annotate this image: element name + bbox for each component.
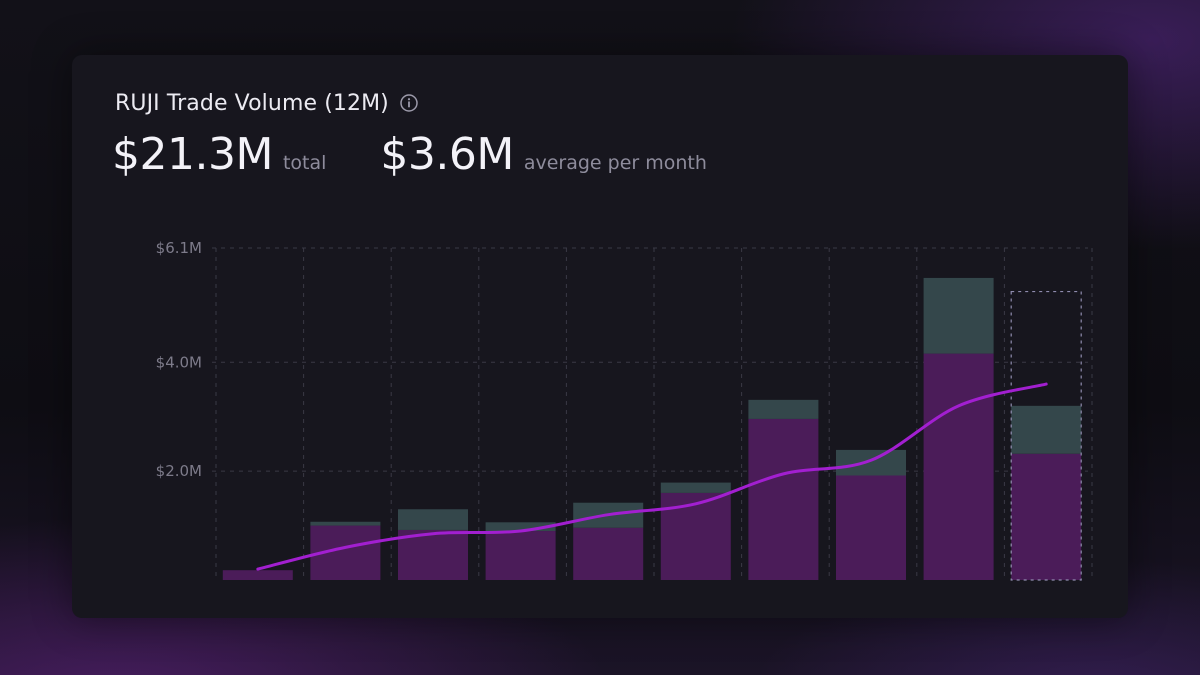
bar-primary-segment[interactable] xyxy=(485,531,556,580)
summary-stats: $21.3M total $3.6M average per month xyxy=(112,129,707,185)
bar-secondary-segment[interactable] xyxy=(923,277,994,354)
average-value: $3.6M xyxy=(380,129,514,180)
bar-primary-segment[interactable] xyxy=(660,492,731,580)
y-tick-label: $6.1M xyxy=(156,239,202,257)
total-value: $21.3M xyxy=(112,129,273,180)
bar-primary-segment[interactable] xyxy=(222,570,293,580)
trend-line xyxy=(256,382,1048,571)
bar-secondary-segment[interactable] xyxy=(485,522,556,532)
trade-volume-chart: $2.0M $4.0M $6.1M xyxy=(156,239,1093,581)
total-stat: $21.3M total xyxy=(112,129,326,180)
y-tick-label: $4.0M xyxy=(156,353,202,371)
total-caption: total xyxy=(282,152,327,174)
y-tick-label: $2.0M xyxy=(156,462,202,480)
bar-secondary-segment[interactable] xyxy=(836,449,906,476)
bar-primary-segment[interactable] xyxy=(398,529,468,580)
bar-secondary-segment[interactable] xyxy=(398,509,468,530)
card-header: RUJI Trade Volume (12M) xyxy=(115,86,419,120)
bar-primary-segment[interactable] xyxy=(836,475,906,580)
trade-volume-card: RUJI Trade Volume (12M) $21.3M total $3.… xyxy=(72,55,1128,618)
bar-secondary-segment[interactable] xyxy=(660,482,731,493)
bar-secondary-segment[interactable] xyxy=(748,399,819,419)
bar-primary-segment[interactable] xyxy=(748,418,819,580)
bar-primary-segment[interactable] xyxy=(923,353,994,580)
bar-secondary-segment[interactable] xyxy=(310,521,381,526)
average-stat: $3.6M average per month xyxy=(380,129,707,180)
chart-title: RUJI Trade Volume (12M) xyxy=(115,90,389,116)
bar-secondary-segment[interactable] xyxy=(1011,405,1082,454)
average-caption: average per month xyxy=(523,152,707,174)
info-circle-icon[interactable] xyxy=(399,93,419,113)
bar-primary-segment[interactable] xyxy=(1011,453,1082,580)
bar-primary-segment[interactable] xyxy=(573,527,644,580)
